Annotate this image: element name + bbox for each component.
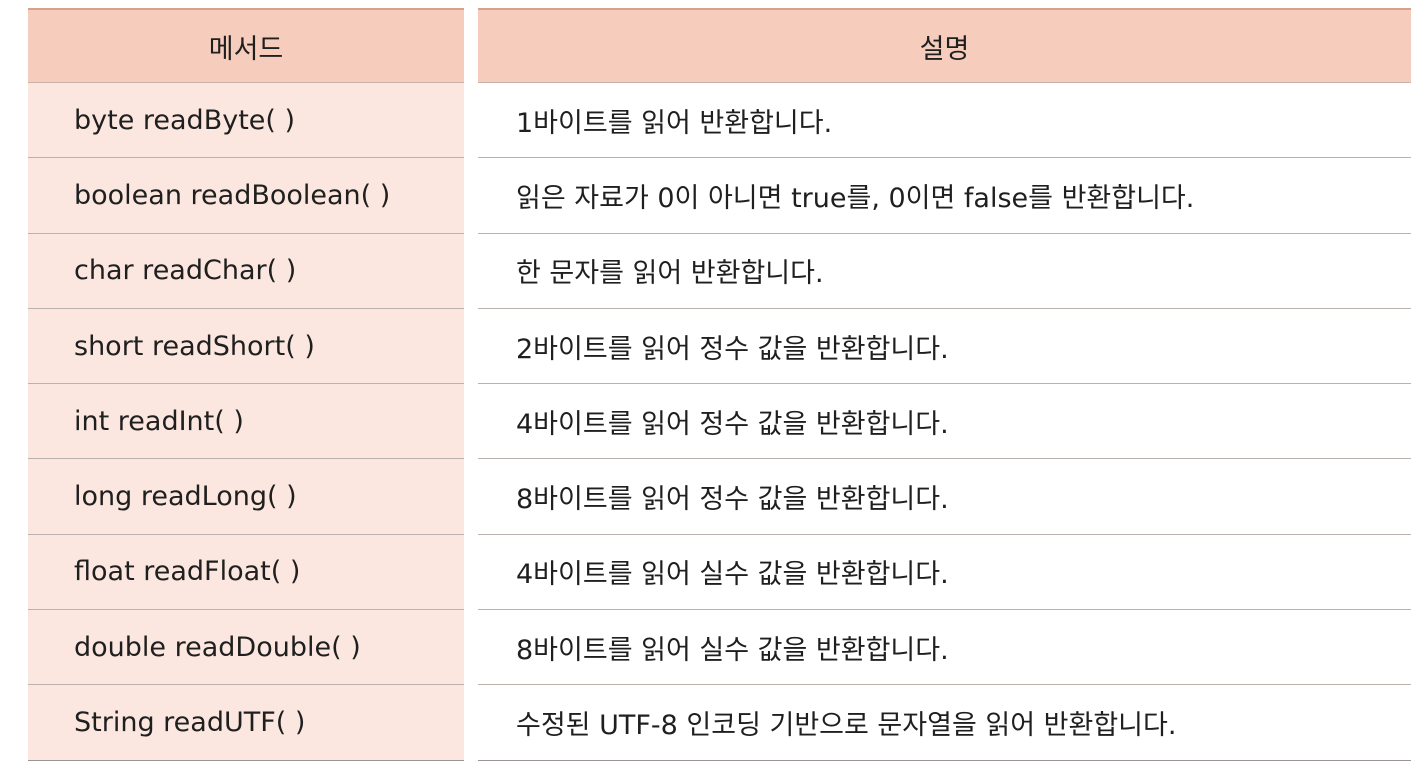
description-cell: 한 문자를 읽어 반환합니다. [478, 233, 1411, 309]
column-gap [464, 459, 478, 535]
table-row: int readInt( ) 4바이트를 읽어 정수 값을 반환합니다. [28, 384, 1411, 460]
column-gap [464, 534, 478, 611]
method-table-container: 메서드 설명 byte readByte( ) 1바이트를 읽어 반환합니다. … [28, 8, 1411, 761]
column-gap [464, 83, 478, 159]
column-gap [464, 308, 478, 385]
table-row: byte readByte( ) 1바이트를 읽어 반환합니다. [28, 83, 1411, 159]
description-cell: 수정된 UTF-8 인코딩 기반으로 문자열을 읽어 반환합니다. [478, 685, 1411, 761]
table-row: double readDouble( ) 8바이트를 읽어 실수 값을 반환합니… [28, 610, 1411, 686]
description-cell: 2바이트를 읽어 정수 값을 반환합니다. [478, 308, 1411, 385]
table-body: byte readByte( ) 1바이트를 읽어 반환합니다. boolean… [28, 83, 1411, 761]
description-cell: 8바이트를 읽어 실수 값을 반환합니다. [478, 610, 1411, 686]
method-cell: boolean readBoolean( ) [28, 158, 464, 234]
method-cell: char readChar( ) [28, 233, 464, 309]
description-cell: 읽은 자료가 0이 아니면 true를, 0이면 false를 반환합니다. [478, 158, 1411, 234]
method-cell: String readUTF( ) [28, 685, 464, 761]
table-row: float readFloat( ) 4바이트를 읽어 실수 값을 반환합니다. [28, 534, 1411, 611]
method-cell: long readLong( ) [28, 459, 464, 535]
header-row: 메서드 설명 [28, 8, 1411, 83]
method-cell: short readShort( ) [28, 308, 464, 385]
method-cell: int readInt( ) [28, 384, 464, 460]
header-method: 메서드 [28, 8, 464, 83]
method-cell: float readFloat( ) [28, 534, 464, 611]
table-row: char readChar( ) 한 문자를 읽어 반환합니다. [28, 233, 1411, 309]
header-description: 설명 [478, 8, 1411, 83]
description-cell: 4바이트를 읽어 실수 값을 반환합니다. [478, 534, 1411, 611]
column-gap [464, 610, 478, 686]
description-cell: 1바이트를 읽어 반환합니다. [478, 83, 1411, 159]
column-gap [464, 685, 478, 761]
column-gap [464, 158, 478, 234]
table-row: short readShort( ) 2바이트를 읽어 정수 값을 반환합니다. [28, 308, 1411, 385]
table-header: 메서드 설명 [28, 8, 1411, 83]
method-table: 메서드 설명 byte readByte( ) 1바이트를 읽어 반환합니다. … [28, 8, 1411, 761]
table-row: String readUTF( ) 수정된 UTF-8 인코딩 기반으로 문자열… [28, 685, 1411, 761]
table-row: long readLong( ) 8바이트를 읽어 정수 값을 반환합니다. [28, 459, 1411, 535]
description-cell: 4바이트를 읽어 정수 값을 반환합니다. [478, 384, 1411, 460]
method-cell: double readDouble( ) [28, 610, 464, 686]
table-row: boolean readBoolean( ) 읽은 자료가 0이 아니면 tru… [28, 158, 1411, 234]
column-gap [464, 8, 478, 83]
column-gap [464, 233, 478, 309]
description-cell: 8바이트를 읽어 정수 값을 반환합니다. [478, 459, 1411, 535]
method-cell: byte readByte( ) [28, 83, 464, 159]
column-gap [464, 384, 478, 460]
